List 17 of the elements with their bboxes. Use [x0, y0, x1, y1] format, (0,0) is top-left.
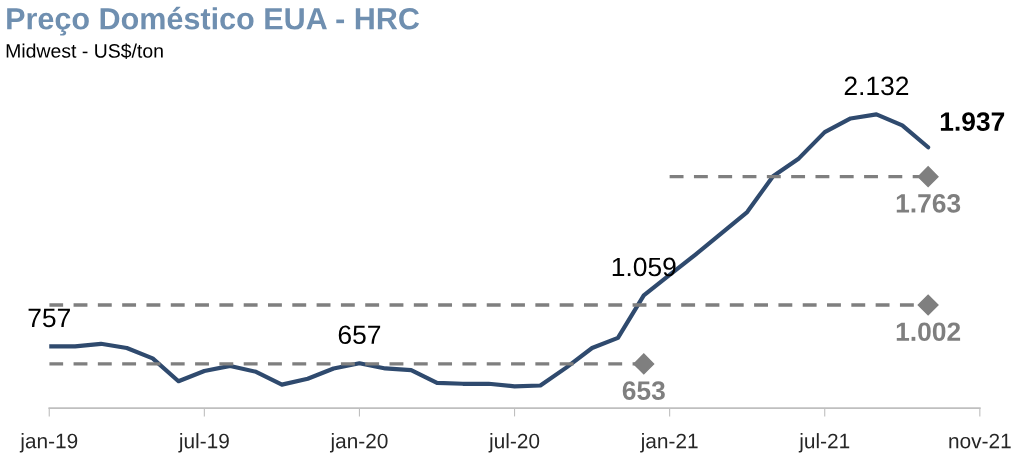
data-label: 653	[622, 381, 665, 400]
x-tick-label: jan-21	[640, 433, 698, 453]
data-label: 1.002	[896, 322, 961, 342]
x-tick-label: jul-19	[178, 433, 229, 453]
data-label: 757	[28, 308, 70, 328]
data-label: 657	[338, 325, 381, 345]
data-label: 1.763	[896, 194, 961, 213]
chart-subtitle: Midwest - US$/ton	[6, 43, 163, 59]
chart-title: Preço Doméstico EUA - HRC	[7, 6, 420, 36]
data-label: 1.937	[940, 112, 1005, 131]
x-tick-label: jan-19	[19, 433, 78, 453]
x-tick-label: jan-20	[329, 433, 388, 453]
x-tick-label: jul-20	[488, 433, 540, 453]
x-tick-label: nov-21	[949, 433, 1011, 449]
data-label: 2.132	[844, 76, 909, 96]
data-label: 1.059	[612, 257, 676, 277]
x-tick-label: jul-21	[798, 433, 850, 453]
